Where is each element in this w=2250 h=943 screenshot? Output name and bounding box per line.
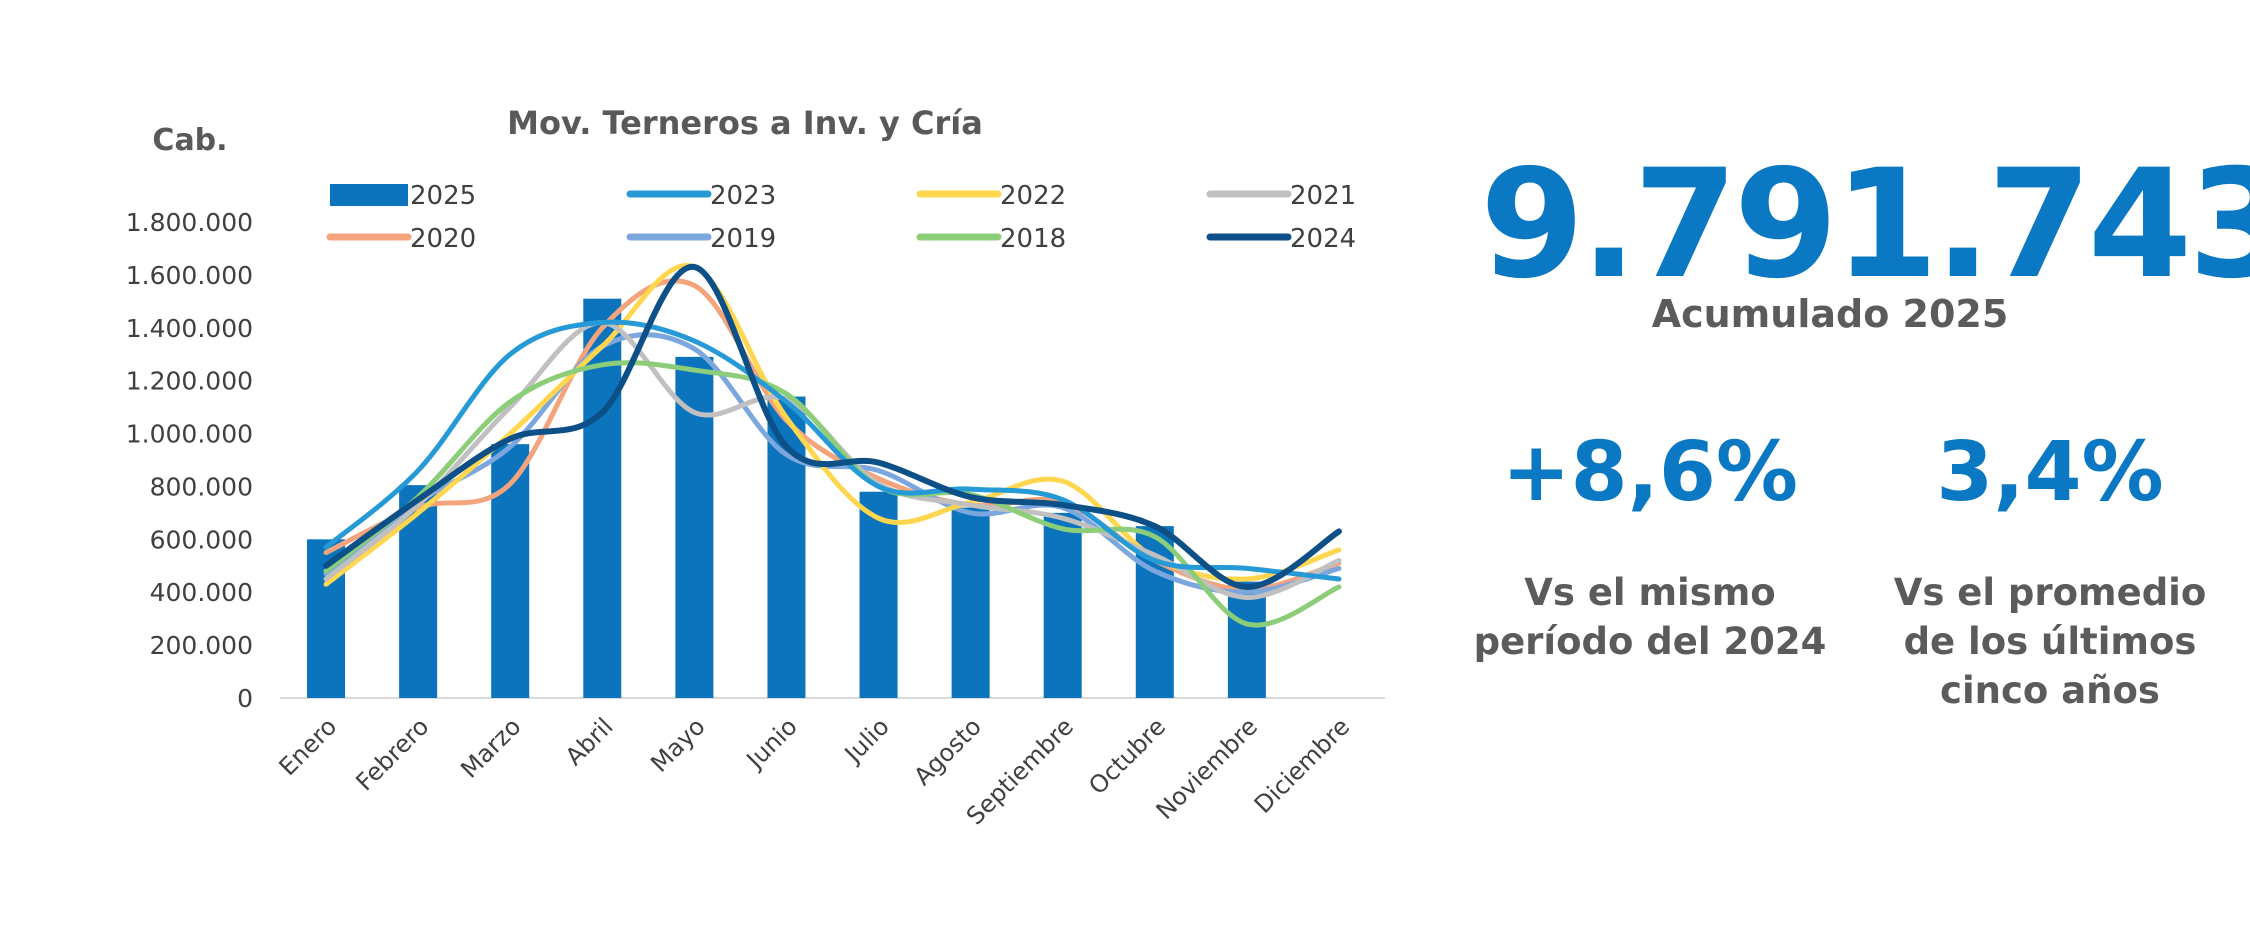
kpi-avg-label-line: cinco años: [1940, 669, 2160, 712]
x-tick-label: Julio: [838, 712, 895, 769]
kpi-total-label: Acumulado 2025: [1651, 292, 2009, 336]
x-tick-label: Junio: [740, 712, 803, 775]
bar-2025-agosto: [951, 507, 990, 698]
y-tick-label: 200.000: [150, 631, 253, 660]
x-tick-label: Agosto: [908, 712, 986, 790]
line-series-2024: [323, 263, 1342, 590]
kpi-avg-label: Vs el promedio de los últimos cinco años: [1830, 568, 2250, 715]
legend-label-2021: 2021: [1290, 181, 1356, 211]
legend-label-2025: 2025: [410, 181, 476, 211]
kpi-total-value: 9.791.743: [1480, 138, 2250, 312]
y-axis-label: Cab.: [152, 123, 227, 158]
series-lines: [323, 263, 1342, 628]
line-series-2018: [323, 360, 1342, 628]
chart-title: Mov. Terneros a Inv. y Cría: [507, 104, 983, 142]
x-tick-label: Enero: [274, 712, 343, 781]
x-tick-label: Octubre: [1083, 712, 1171, 800]
kpi-yoy-label: Vs el mismo período del 2024: [1380, 568, 1920, 666]
y-tick-label: 800.000: [150, 472, 253, 501]
y-tick-label: 400.000: [150, 578, 253, 607]
x-ticks: Enero Febrero Marzo Abril Mayo Junio Julio Agos…: [274, 712, 1356, 830]
y-tick-label: 1.000.000: [126, 420, 253, 449]
y-tick-label: 0: [237, 684, 253, 713]
legend-label-2023: 2023: [710, 181, 776, 211]
bar-2025-noviembre: [1227, 581, 1266, 698]
kpi-avg-label-line: de los últimos: [1903, 620, 2197, 663]
bar-2025-septiembre: [1043, 512, 1082, 698]
x-tick-label: Febrero: [350, 712, 434, 796]
x-tick-label: Diciembre: [1249, 712, 1355, 818]
kpi-yoy-value: +8,6%: [1501, 425, 1799, 520]
y-tick-label: 1.200.000: [126, 367, 253, 396]
y-ticks: 0 200.000 400.000 600.000 800.000 1.000.000 1.…: [126, 208, 253, 713]
bars-2025: [307, 298, 1266, 698]
bar-2025-mayo: [675, 356, 714, 698]
x-tick-label: Mayo: [645, 712, 710, 777]
kpi-avg-label-line: Vs el promedio: [1893, 571, 2207, 614]
line-series-2022: [323, 263, 1342, 587]
kpi-avg-value: 3,4%: [1936, 425, 2164, 520]
legend-label-2024: 2024: [1290, 224, 1356, 254]
legend-label-2022: 2022: [1000, 181, 1066, 211]
x-tick-label: Abril: [560, 712, 619, 771]
kpi-yoy-label-line: Vs el mismo: [1524, 571, 1776, 614]
y-tick-label: 1.800.000: [126, 208, 253, 237]
x-tick-label: Marzo: [455, 712, 526, 783]
bar-2025-julio: [859, 491, 898, 698]
line-series-2023: [323, 319, 1342, 582]
legend-label-2018: 2018: [1000, 224, 1066, 254]
y-tick-label: 1.600.000: [126, 261, 253, 290]
legend-label-2020: 2020: [410, 224, 476, 254]
kpi-yoy-label-line: período del 2024: [1473, 620, 1827, 663]
y-tick-label: 1.400.000: [126, 314, 253, 343]
chart: Mov. Terneros a Inv. y Cría Cab. 0 200.00…: [126, 104, 1385, 830]
legend: 2025 2023 2022 2021 2020 2019 2018 2024: [326, 181, 1356, 254]
legend-label-2019: 2019: [710, 224, 776, 254]
y-tick-label: 600.000: [150, 525, 253, 554]
legend-swatch-2025: [330, 184, 408, 206]
